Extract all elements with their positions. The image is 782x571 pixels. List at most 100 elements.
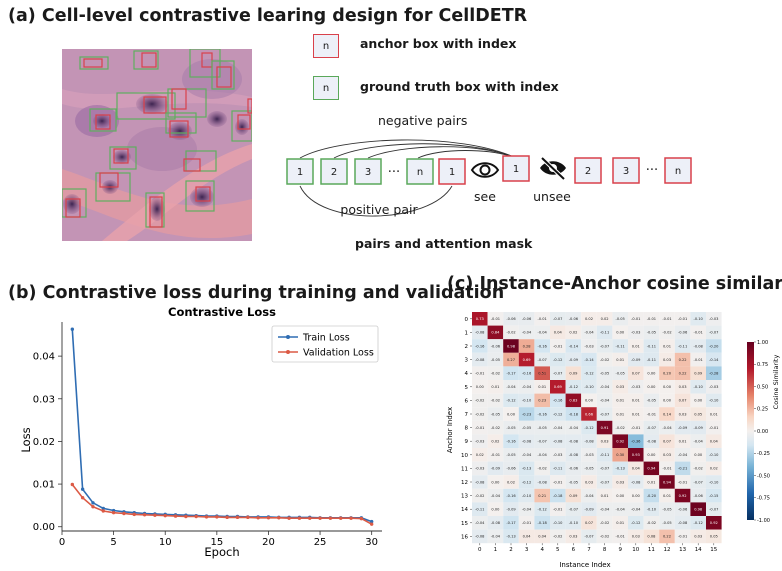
heatmap-cell-label: -0.06 [678, 331, 688, 335]
heatmap-cell [628, 352, 644, 367]
heatmap-cell [674, 434, 691, 448]
heatmap-cell [518, 529, 535, 544]
heatmap-cell [581, 488, 597, 503]
series-point-1 [235, 515, 240, 520]
heatmap-cell-label: -0.10 [584, 385, 594, 389]
heatmap-cell [643, 475, 660, 489]
heatmap-cell [706, 339, 722, 353]
heatmap-cell-label: 0.03 [679, 412, 687, 416]
heatmap-cell-label: -0.07 [584, 535, 593, 539]
heatmap-cell-label: -0.01 [647, 317, 656, 321]
heatmap-cell [690, 502, 706, 516]
heatmap-cell [503, 380, 519, 394]
panel-a-title: (a) Cell-level contrastive learing desig… [8, 6, 528, 26]
heatmap-cell [596, 529, 613, 544]
heatmap-cell [581, 352, 597, 367]
heatmap-cell-label: -0.09 [491, 467, 501, 471]
series-point-1 [318, 516, 322, 520]
heatmap-cell-label: -0.05 [491, 412, 500, 416]
heatmap-cell [674, 393, 691, 408]
heatmap-cell [596, 380, 613, 394]
series-point-1 [308, 516, 312, 520]
heatmap-cell [487, 393, 504, 408]
heatmap-cell-label: -0.17 [506, 372, 515, 376]
heatmap-cell [690, 393, 706, 408]
negative-pairs-label: negative pairs [378, 113, 468, 128]
heatmap-cell-label: -0.36 [631, 440, 641, 444]
series-point-0 [91, 501, 95, 505]
y-category-label: 8 [465, 426, 469, 432]
eye-icon [470, 162, 500, 178]
heatmap-cell-label: -0.09 [631, 358, 641, 362]
heatmap-cell [518, 366, 535, 380]
x-category-label: 10 [632, 547, 639, 553]
colorbar-tick-label: -1.00 [757, 518, 770, 524]
heatmap-cell [487, 448, 504, 462]
heatmap-cell [674, 475, 691, 489]
heatmap-cell-label: -0.11 [600, 453, 609, 457]
heatmap-cell-label: -0.08 [631, 480, 641, 484]
gt-box-index-1: 1 [297, 167, 303, 178]
heatmap-cell-label: -0.04 [506, 385, 516, 389]
heatmap-cell [643, 516, 660, 530]
heatmap-cell [706, 393, 722, 408]
heatmap-cell [472, 407, 488, 421]
heatmap-cell-label: -0.12 [553, 358, 562, 362]
heatmap-cell [503, 502, 519, 516]
heatmap-cell [674, 461, 691, 476]
eye-slash-icon [540, 156, 566, 181]
heatmap-cell-label: -0.01 [475, 372, 484, 376]
heatmap-cell [581, 516, 597, 530]
pairing-diagram: 1 2 3 n 1 1 2 3 n ··· ··· see unsee posi… [286, 139, 692, 217]
heatmap-cell [518, 502, 535, 516]
heatmap-cell [534, 380, 550, 394]
heatmap-cell-label: -0.01 [709, 426, 718, 430]
y-category-label: 4 [465, 371, 469, 377]
heatmap-cell-label: -0.07 [600, 412, 609, 416]
heatmap-cell-label: 0.07 [663, 440, 671, 444]
heatmap-cell-label: -0.08 [475, 535, 485, 539]
heatmap-cell [534, 312, 550, 326]
heatmap-cell-label: -0.01 [694, 331, 703, 335]
heatmap-cell-label: -0.16 [522, 372, 532, 376]
heatmap-cell [643, 393, 660, 408]
heatmap-cell-label: 0.03 [663, 358, 671, 362]
heatmap-cell-label: -0.03 [584, 453, 593, 457]
heatmap-cell-label: -0.04 [616, 508, 626, 512]
heatmap-cell [643, 448, 660, 462]
heatmap-cell-label: 0.03 [616, 385, 624, 389]
heatmap-cell [534, 502, 550, 516]
heatmap-cell-label: -0.03 [553, 453, 562, 457]
heatmap-cell [643, 380, 660, 394]
heatmap-cell-label: -0.01 [678, 535, 687, 539]
heatmap-cell-label: -0.08 [584, 440, 594, 444]
heatmap-cell [472, 475, 488, 489]
heatmap-cell [690, 516, 706, 530]
heatmap-cell-label: 0.23 [538, 399, 546, 403]
colorbar-tick-label: 0.00 [757, 429, 768, 435]
heatmap-cell [581, 366, 597, 380]
series-point-1 [256, 516, 260, 520]
heatmap-cell-label: 0.02 [601, 317, 609, 321]
series-point-1 [153, 513, 157, 517]
heatmap-cell-label: -0.06 [506, 317, 516, 321]
heatmap-cell [612, 529, 628, 544]
heatmap-cell-label: 0.94 [647, 467, 656, 471]
colorbar-tick-label: -0.50 [757, 473, 770, 479]
heatmap-cell [643, 461, 660, 476]
heatmap-cell-label: -0.08 [569, 453, 579, 457]
heatmap-cell [503, 339, 519, 353]
heatmap-cell [565, 339, 582, 353]
series-point-1 [91, 504, 95, 509]
x-category-label: 15 [710, 547, 717, 553]
heatmap-cell [628, 502, 644, 516]
series-point-1 [111, 510, 116, 515]
heatmap-cell-label: -0.03 [631, 385, 640, 389]
heatmap-cell [706, 380, 722, 394]
heatmap-cell [487, 407, 504, 421]
heatmap-cell [550, 312, 566, 326]
heatmap-cell [659, 475, 675, 489]
heatmap-cell-label: -0.02 [694, 467, 703, 471]
heatmap-cell-label: 0.30 [616, 453, 625, 457]
heatmap-cell [581, 475, 597, 489]
